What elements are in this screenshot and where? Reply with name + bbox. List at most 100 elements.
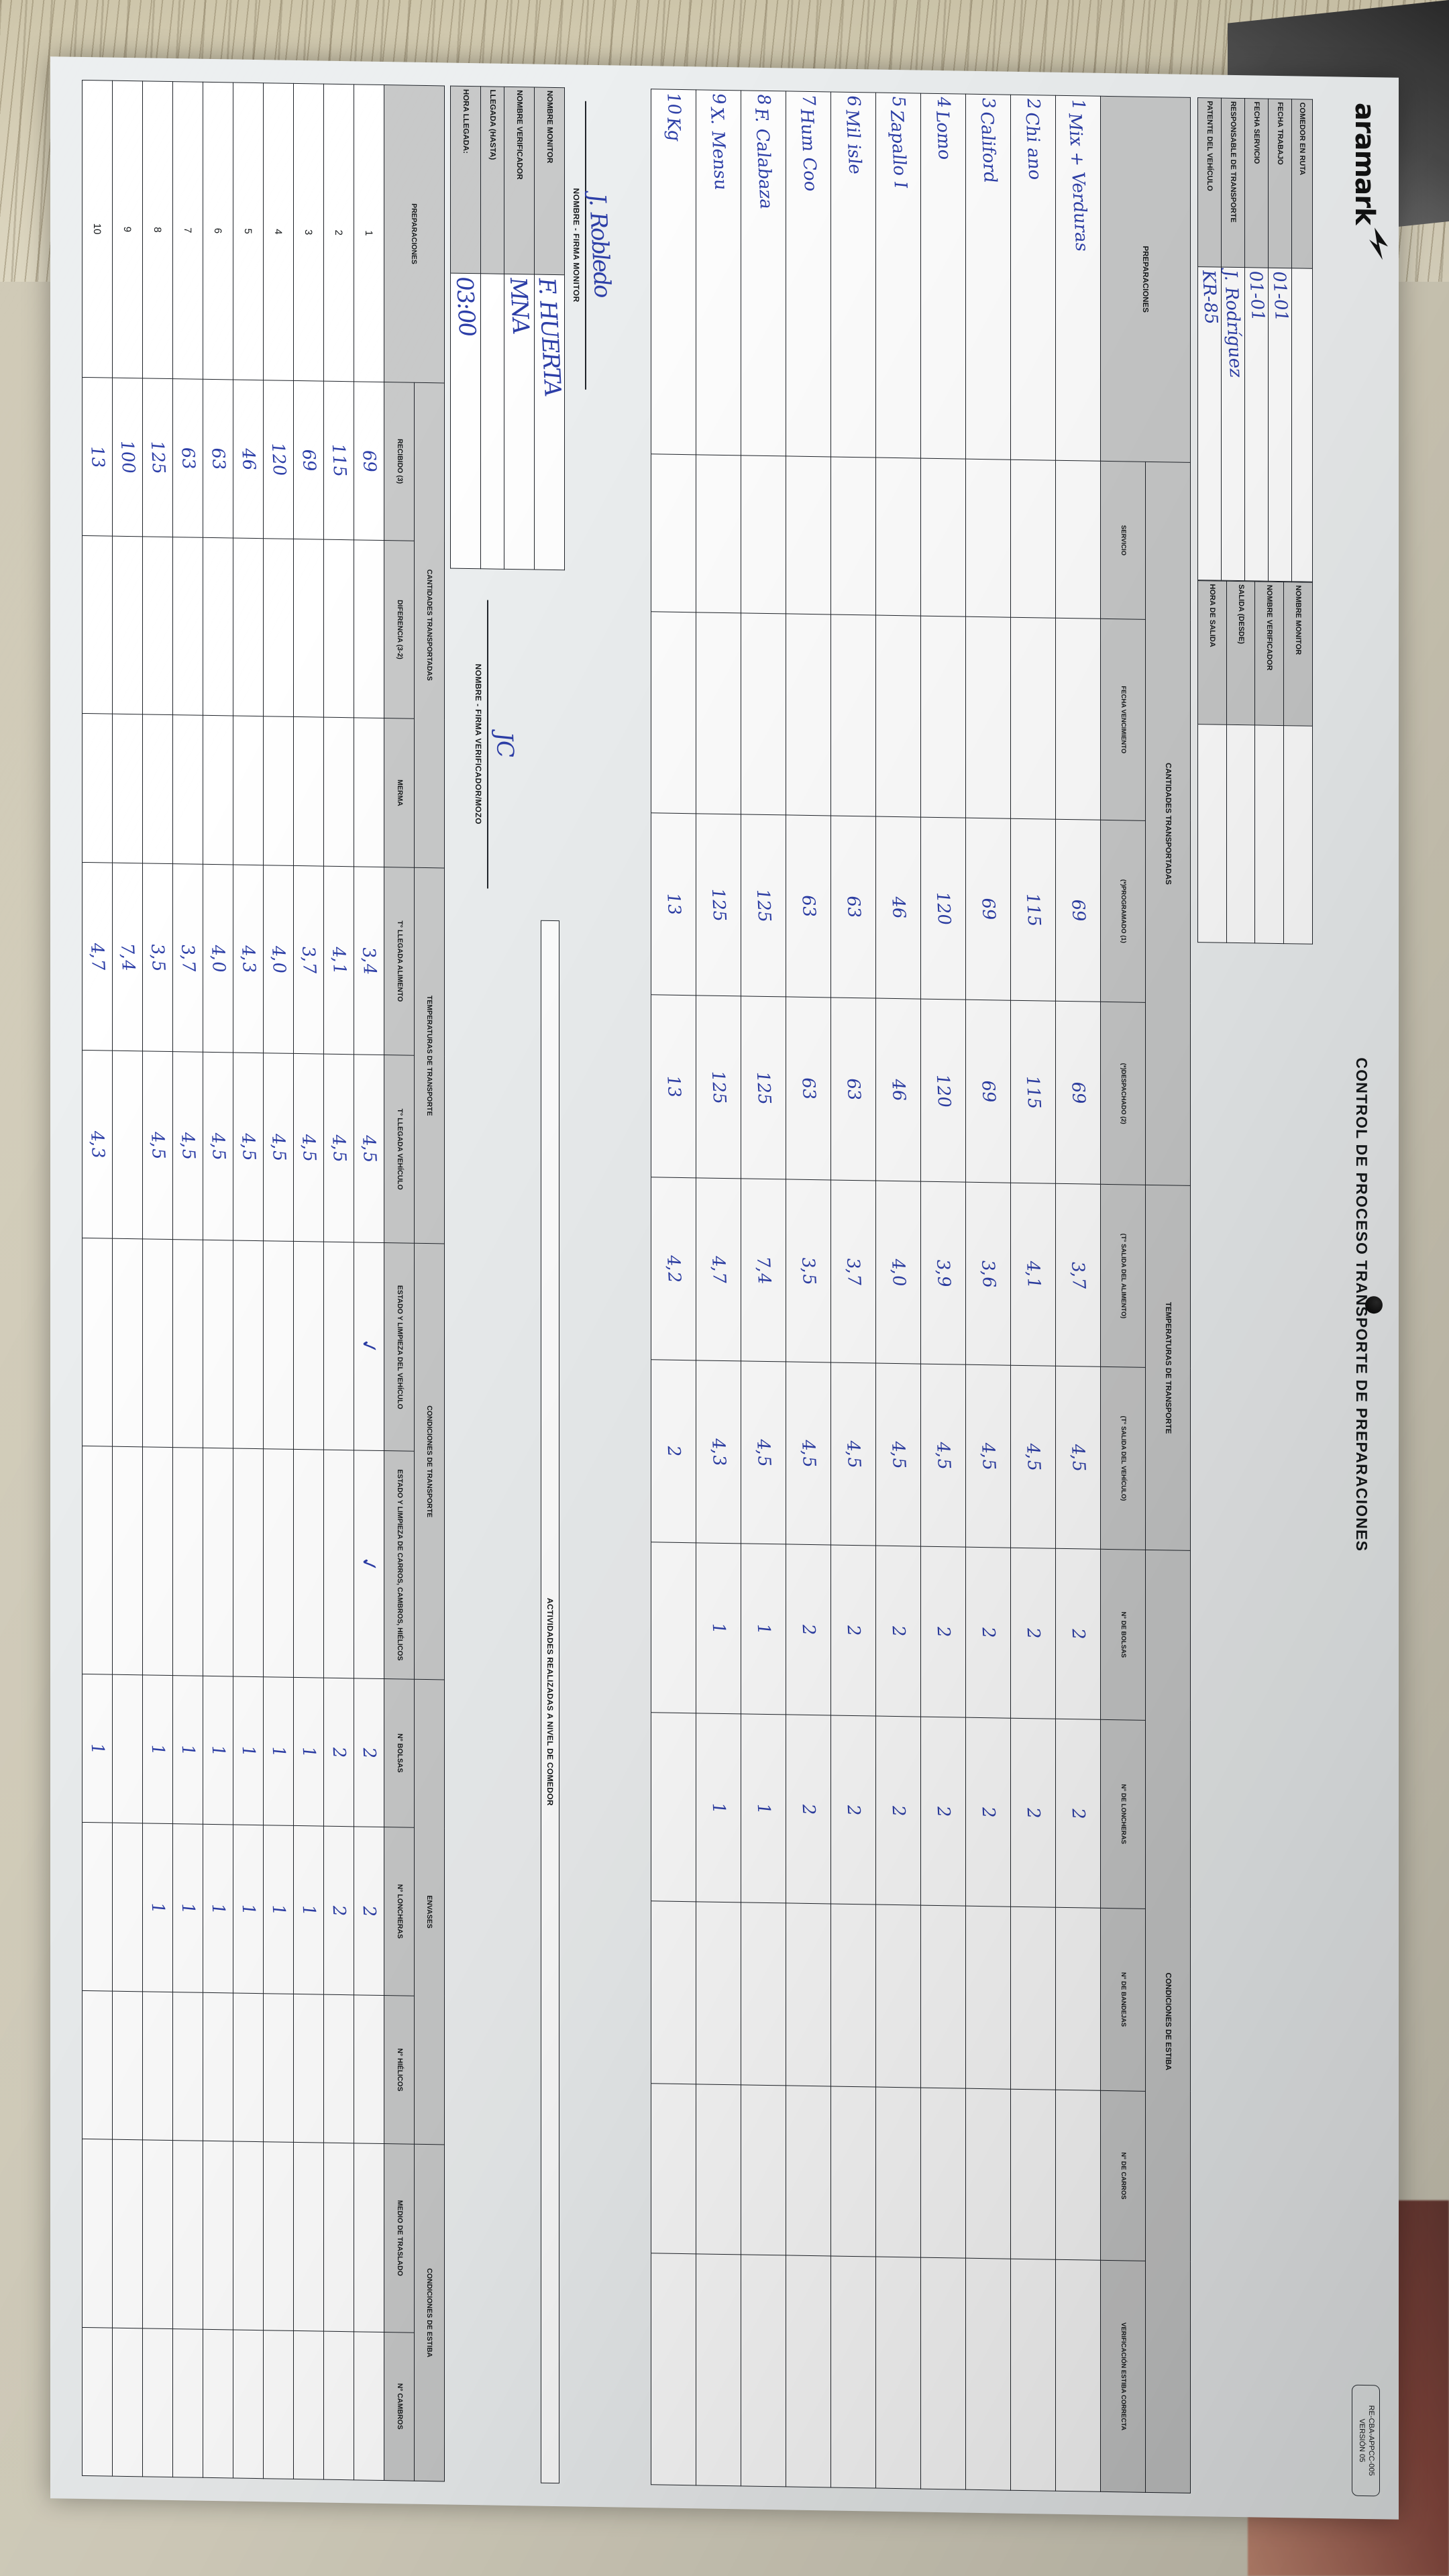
- cell-t-llegada-alimento[interactable]: 4,0: [263, 865, 294, 1054]
- cell-servicio[interactable]: [696, 454, 741, 614]
- cell-bandejas[interactable]: [651, 1900, 696, 2084]
- cell-loncheras[interactable]: 2: [830, 1715, 876, 1904]
- cell-loncheras-recepcion[interactable]: 1: [263, 1825, 294, 1994]
- field-value-nombre-monitor[interactable]: [1283, 725, 1313, 945]
- cell-carros[interactable]: [696, 2084, 741, 2255]
- cell-t-alimento[interactable]: 4,7: [696, 1178, 741, 1362]
- cell-vence[interactable]: [696, 612, 741, 814]
- cell-recibido[interactable]: 13: [82, 377, 113, 536]
- cell-loncheras[interactable]: 2: [965, 1717, 1011, 1907]
- cell-estado-carros[interactable]: [112, 1446, 143, 1675]
- cell-bolsas-recepcion[interactable]: 1: [142, 1674, 173, 1824]
- cell-vence[interactable]: [1055, 618, 1101, 820]
- cell-t-vehiculo[interactable]: 4,5: [1055, 1366, 1101, 1550]
- cell-vence[interactable]: [741, 613, 786, 815]
- cell-hielicos[interactable]: [203, 1992, 233, 2142]
- cell-t-vehiculo[interactable]: 4,5: [1010, 1365, 1056, 1549]
- cell-t-llegada-vehiculo[interactable]: 4,5: [142, 1051, 173, 1240]
- cell-cambros[interactable]: [172, 2328, 203, 2478]
- cell-loncheras[interactable]: [651, 1712, 696, 1902]
- cell-loncheras[interactable]: 2: [786, 1714, 831, 1904]
- cell-vence[interactable]: [830, 614, 876, 816]
- cell-cambros[interactable]: [82, 2326, 113, 2477]
- cell-t-alimento[interactable]: 3,6: [965, 1182, 1011, 1366]
- cell-diferencia[interactable]: [233, 537, 264, 717]
- cell-t-llegada-vehiculo[interactable]: 4,5: [323, 1054, 354, 1243]
- cell-bandejas[interactable]: [1010, 1907, 1056, 2090]
- cell-bolsas-recepcion[interactable]: 1: [203, 1675, 233, 1825]
- cell-t-llegada-alimento[interactable]: 3,4: [354, 866, 384, 1055]
- cell-merma[interactable]: [142, 714, 173, 864]
- cell-t-llegada-alimento[interactable]: 4,3: [233, 864, 264, 1053]
- cell-despachado[interactable]: 120: [920, 999, 966, 1183]
- cell-estado-vehiculo[interactable]: [293, 1241, 324, 1450]
- cell-cambros[interactable]: [142, 2328, 173, 2477]
- cell-estado-vehiculo[interactable]: [142, 1239, 173, 1448]
- cell-vence[interactable]: [786, 614, 831, 816]
- cell-bolsas[interactable]: 2: [786, 1544, 831, 1715]
- field-value-responsable-transporte[interactable]: J. Rodríguez: [1220, 267, 1246, 581]
- field-value-nombre-verificador[interactable]: [1255, 724, 1284, 944]
- cell-estado-vehiculo[interactable]: [172, 1240, 203, 1448]
- cell-estado-carros[interactable]: [323, 1450, 354, 1678]
- cell-cambros[interactable]: [323, 2330, 354, 2480]
- cell-bolsas-recepcion[interactable]: 1: [82, 1674, 113, 1823]
- cell-t-llegada-vehiculo[interactable]: 4,5: [233, 1053, 264, 1242]
- cell-bolsas[interactable]: 1: [696, 1542, 741, 1714]
- cell-recibido[interactable]: 63: [203, 378, 233, 538]
- cell-cambros[interactable]: [293, 2330, 324, 2480]
- cell-loncheras[interactable]: 2: [920, 1716, 966, 1906]
- cell-despachado[interactable]: 13: [651, 995, 696, 1179]
- cell-diferencia[interactable]: [263, 538, 294, 717]
- cell-estiba[interactable]: [1010, 2259, 1056, 2491]
- cell-estado-vehiculo[interactable]: [82, 1238, 113, 1447]
- cell-servicio[interactable]: [786, 455, 831, 615]
- cell-estado-carros[interactable]: [293, 1449, 324, 1678]
- cell-t-llegada-alimento[interactable]: 3,5: [142, 863, 173, 1052]
- cell-carros[interactable]: [875, 2086, 921, 2258]
- cell-programado[interactable]: 13: [651, 812, 696, 996]
- cell-t-vehiculo[interactable]: 2: [651, 1359, 696, 1543]
- cell-estado-carros[interactable]: [203, 1448, 233, 1676]
- cell-programado[interactable]: 63: [830, 815, 876, 999]
- cell-estado-carros[interactable]: [263, 1448, 294, 1678]
- cell-servicio[interactable]: [875, 457, 921, 616]
- field-value-fecha-trabajo[interactable]: 01-01: [1268, 268, 1292, 582]
- cell-bandejas[interactable]: [741, 1902, 786, 2086]
- cell-estiba[interactable]: [830, 2256, 876, 2489]
- cell-t-vehiculo[interactable]: 4,5: [741, 1361, 786, 1545]
- cell-estiba[interactable]: [875, 2257, 921, 2489]
- cell-hielicos[interactable]: [233, 1992, 264, 2142]
- cell-bolsas[interactable]: 2: [1055, 1548, 1101, 1720]
- cell-medio-traslado[interactable]: [323, 2143, 354, 2332]
- cell-bandejas[interactable]: [1055, 1907, 1101, 2091]
- cell-loncheras-recepcion[interactable]: [82, 1822, 113, 1992]
- field-value-llegada-hasta[interactable]: [480, 273, 504, 570]
- cell-programado[interactable]: 63: [786, 814, 831, 998]
- cell-hielicos[interactable]: [293, 1994, 324, 2143]
- cell-t-llegada-vehiculo[interactable]: 4,5: [203, 1052, 233, 1241]
- cell-diferencia[interactable]: [112, 535, 143, 715]
- cell-t-alimento[interactable]: 3,7: [1055, 1183, 1101, 1367]
- cell-bolsas-recepcion[interactable]: [112, 1674, 143, 1823]
- cell-t-vehiculo[interactable]: 4,3: [696, 1360, 741, 1544]
- cell-medio-traslado[interactable]: [203, 2141, 233, 2330]
- cell-despachado[interactable]: 69: [1055, 1001, 1101, 1185]
- cell-servicio[interactable]: [741, 455, 786, 614]
- cell-t-alimento[interactable]: 3,9: [920, 1181, 966, 1365]
- cell-t-vehiculo[interactable]: 4,5: [920, 1364, 966, 1548]
- cell-t-alimento[interactable]: 3,5: [786, 1179, 831, 1363]
- cell-despachado[interactable]: 115: [1010, 1000, 1056, 1184]
- cell-carros[interactable]: [1010, 2088, 1056, 2260]
- cell-bolsas-recepcion[interactable]: 2: [354, 1678, 384, 1827]
- cell-bolsas[interactable]: 2: [830, 1545, 876, 1716]
- cell-t-vehiculo[interactable]: 4,5: [830, 1362, 876, 1546]
- cell-t-llegada-vehiculo[interactable]: [112, 1051, 143, 1240]
- cell-preparacion[interactable]: 7 Hum Coo: [786, 91, 831, 457]
- cell-programado[interactable]: 120: [920, 816, 966, 1000]
- cell-estiba[interactable]: [741, 2255, 786, 2487]
- cell-vence[interactable]: [875, 615, 921, 817]
- cell-merma[interactable]: [112, 714, 143, 863]
- cell-loncheras[interactable]: 1: [741, 1713, 786, 1903]
- cell-estado-vehiculo[interactable]: [203, 1240, 233, 1449]
